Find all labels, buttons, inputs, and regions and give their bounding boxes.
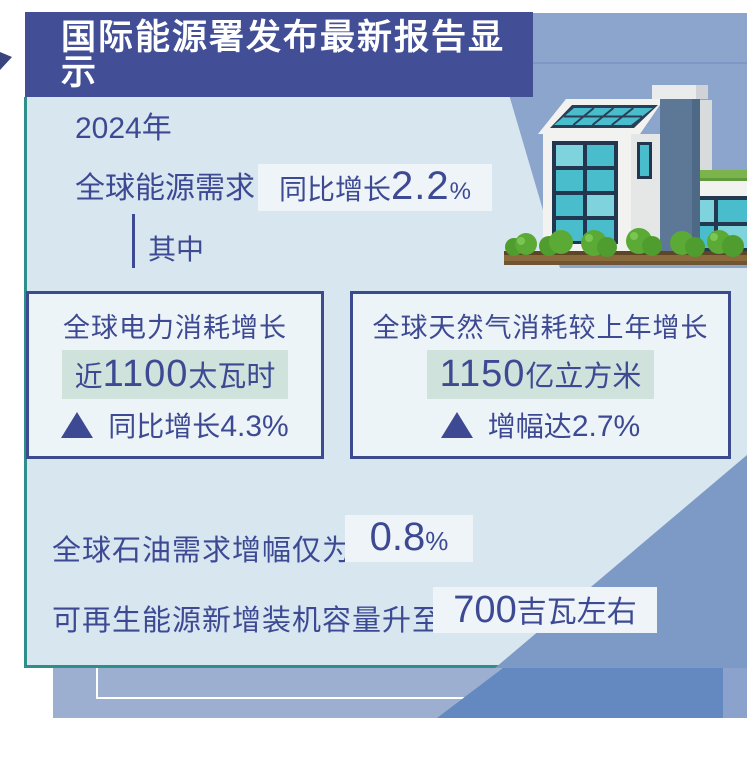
branch-connector-line — [132, 214, 135, 268]
growth-unit: % — [449, 178, 471, 205]
title-banner: 国际能源署发布最新报告显示 — [25, 12, 533, 97]
banner-ribbon-fold — [0, 52, 12, 70]
oil-value-box: 0.8 % — [345, 515, 473, 562]
growth-value: 2.2 — [391, 164, 450, 208]
gas-delta-value: 2.7% — [571, 409, 641, 443]
electricity-highlight-value: 1100 — [102, 353, 189, 395]
subject-label: 全球能源需求 — [75, 172, 255, 205]
electricity-highlight-prefix: 近 — [74, 361, 103, 392]
band-inner-border-horizontal — [96, 697, 464, 699]
gas-stat-box: 全球天然气消耗较上年增长 1150 亿立方米 增幅达 2.7% — [350, 291, 731, 459]
renewables-value-box: 700 吉瓦左右 — [433, 587, 657, 633]
among-label: 其中 — [148, 234, 205, 265]
electricity-delta-prefix: 同比增长 — [108, 410, 221, 442]
year-label: 2024年 — [75, 112, 172, 145]
gas-highlight-value: 1150 — [439, 353, 526, 395]
band-inner-border-vertical — [96, 668, 98, 699]
gas-highlight: 1150 亿立方米 — [426, 350, 655, 399]
solar-panel-icon — [550, 105, 658, 128]
renewables-value: 700 — [453, 589, 517, 631]
up-triangle-icon — [440, 411, 473, 438]
gas-delta-prefix: 增幅达 — [487, 410, 572, 442]
growth-prefix: 同比增长 — [279, 174, 392, 205]
electricity-highlight: 近 1100 太瓦时 — [61, 350, 289, 399]
gas-highlight-unit: 亿立方米 — [525, 361, 642, 393]
oil-value: 0.8 — [369, 515, 426, 559]
gas-delta-row: 增幅达 2.7% — [440, 405, 641, 445]
renewables-label: 可再生能源新增装机容量升至 — [52, 605, 443, 637]
window-grid — [552, 141, 618, 244]
panel-seam-line — [485, 62, 747, 64]
up-triangle-icon — [61, 411, 94, 438]
bushes — [505, 228, 744, 257]
page-title: 国际能源署发布最新报告显示 — [61, 17, 506, 92]
oil-unit: % — [425, 526, 449, 556]
electricity-delta-row: 同比增长 4.3% — [61, 405, 289, 445]
narrow-window — [637, 142, 652, 179]
gas-title: 全球天然气消耗较上年增长 — [372, 312, 709, 343]
renewables-unit: 吉瓦左右 — [516, 596, 637, 629]
electricity-title: 全球电力消耗增长 — [63, 312, 287, 343]
electricity-stat-box: 全球电力消耗增长 近 1100 太瓦时 同比增长 4.3% — [26, 291, 324, 459]
ground — [504, 251, 747, 265]
oil-label: 全球石油需求增幅仅为 — [52, 535, 353, 567]
band-right-strip — [723, 668, 747, 718]
electricity-delta-value: 4.3% — [220, 409, 289, 443]
energy-growth-value-box: 同比增长 2.2 % — [258, 164, 492, 211]
electricity-highlight-unit: 太瓦时 — [188, 361, 276, 393]
green-building-illustration — [504, 85, 747, 265]
tower — [652, 85, 708, 253]
